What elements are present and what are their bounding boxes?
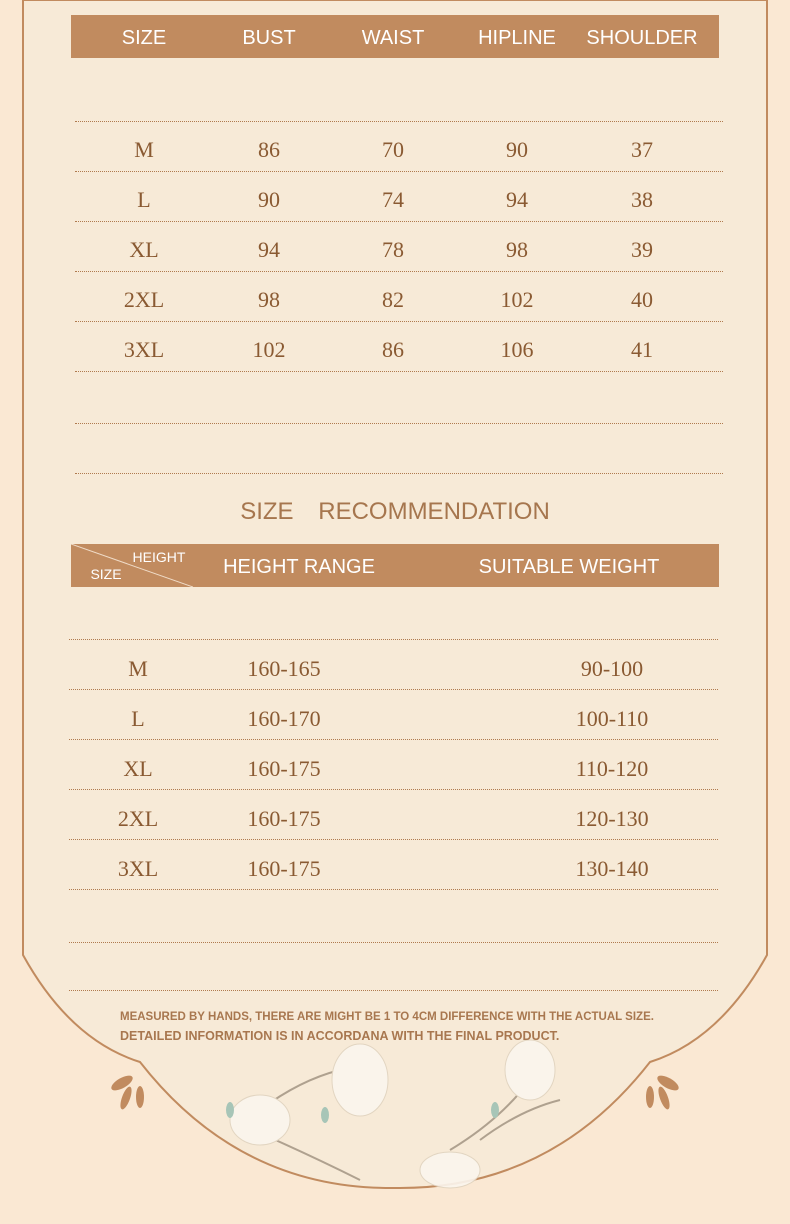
table-cell: 130-140 bbox=[575, 856, 649, 881]
table-cell: 102 bbox=[252, 337, 286, 362]
table-cell: 160-175 bbox=[247, 806, 321, 831]
row-divider bbox=[75, 171, 723, 172]
note-final-product: DETAILED INFORMATION IS IN ACCORDANA WIT… bbox=[120, 1029, 560, 1043]
table-cell: 160-165 bbox=[247, 656, 321, 681]
table-cell: L bbox=[131, 706, 145, 731]
table-cell: XL bbox=[123, 756, 153, 781]
diagonal-divider bbox=[71, 544, 193, 587]
magnolia-illustration bbox=[226, 1039, 561, 1189]
table-cell: 90 bbox=[258, 187, 280, 212]
note-measurement: MEASURED BY HANDS, THERE ARE MIGHT BE 1 … bbox=[120, 1011, 654, 1023]
leaf-ornament-right bbox=[646, 1075, 679, 1110]
table-cell: 70 bbox=[382, 137, 404, 162]
row-divider bbox=[75, 271, 723, 272]
table-cell: 102 bbox=[500, 287, 534, 312]
table-cell: 38 bbox=[631, 187, 653, 212]
leaf-ornament-left bbox=[111, 1075, 144, 1110]
table-cell: 3XL bbox=[123, 337, 165, 362]
table-cell: 41 bbox=[631, 337, 653, 362]
row-divider bbox=[69, 639, 718, 640]
table-cell: 160-175 bbox=[247, 756, 321, 781]
table-cell: 78 bbox=[382, 237, 404, 262]
row-divider bbox=[69, 990, 718, 991]
table-cell: 160-175 bbox=[247, 856, 321, 881]
table-cell: 86 bbox=[258, 137, 280, 162]
row-divider bbox=[69, 689, 718, 690]
column-header: HEIGHT RANGE bbox=[223, 556, 375, 578]
row-divider bbox=[75, 473, 723, 474]
recommendation-header: HEIGHT SIZE HEIGHT RANGE SUITABLE WEIGHT bbox=[71, 544, 719, 587]
table-cell: L bbox=[137, 187, 151, 212]
row-divider bbox=[75, 221, 723, 222]
table-cell: 106 bbox=[500, 337, 534, 362]
table-cell: 90-100 bbox=[580, 656, 644, 681]
column-header: HIPLINE bbox=[478, 27, 556, 49]
row-divider bbox=[75, 121, 723, 122]
row-divider bbox=[69, 889, 718, 890]
table-cell: 86 bbox=[382, 337, 404, 362]
column-header: BUST bbox=[242, 27, 296, 49]
table-cell: 39 bbox=[631, 237, 653, 262]
column-header: SIZE bbox=[121, 27, 167, 49]
table-cell: 100-110 bbox=[575, 706, 649, 731]
table-cell: 98 bbox=[258, 287, 280, 312]
table-cell: 90 bbox=[506, 137, 528, 162]
table-cell: 120-130 bbox=[575, 806, 649, 831]
table-cell: 40 bbox=[631, 287, 653, 312]
table-cell: 94 bbox=[258, 237, 280, 262]
row-divider bbox=[69, 789, 718, 790]
corner-label-size: SIZE bbox=[90, 566, 122, 582]
table-cell: 74 bbox=[382, 187, 404, 212]
table-cell: M bbox=[128, 656, 148, 681]
table-cell: XL bbox=[129, 237, 159, 262]
column-header: WAIST bbox=[361, 27, 425, 49]
row-divider bbox=[75, 371, 723, 372]
column-header: SHOULDER bbox=[586, 27, 698, 49]
row-divider bbox=[75, 321, 723, 322]
row-divider bbox=[69, 942, 718, 943]
table-cell: 2XL bbox=[123, 287, 165, 312]
row-divider bbox=[69, 739, 718, 740]
row-divider bbox=[69, 839, 718, 840]
table-cell: 94 bbox=[506, 187, 528, 212]
table-cell: 110-120 bbox=[575, 756, 649, 781]
table-cell: 37 bbox=[631, 137, 653, 162]
table-cell: 2XL bbox=[117, 806, 159, 831]
table-cell: 82 bbox=[382, 287, 404, 312]
table-cell: 3XL bbox=[117, 856, 159, 881]
size-chart-header: SIZE BUST WAIST HIPLINE SHOULDER bbox=[71, 15, 719, 58]
row-divider bbox=[75, 423, 723, 424]
column-header: SUITABLE WEIGHT bbox=[478, 556, 660, 578]
section-title: SIZE RECOMMENDATION bbox=[240, 498, 550, 525]
corner-label-height: HEIGHT bbox=[132, 549, 186, 565]
table-cell: 160-170 bbox=[247, 706, 321, 731]
table-cell: 98 bbox=[506, 237, 528, 262]
table-cell: M bbox=[134, 137, 154, 162]
